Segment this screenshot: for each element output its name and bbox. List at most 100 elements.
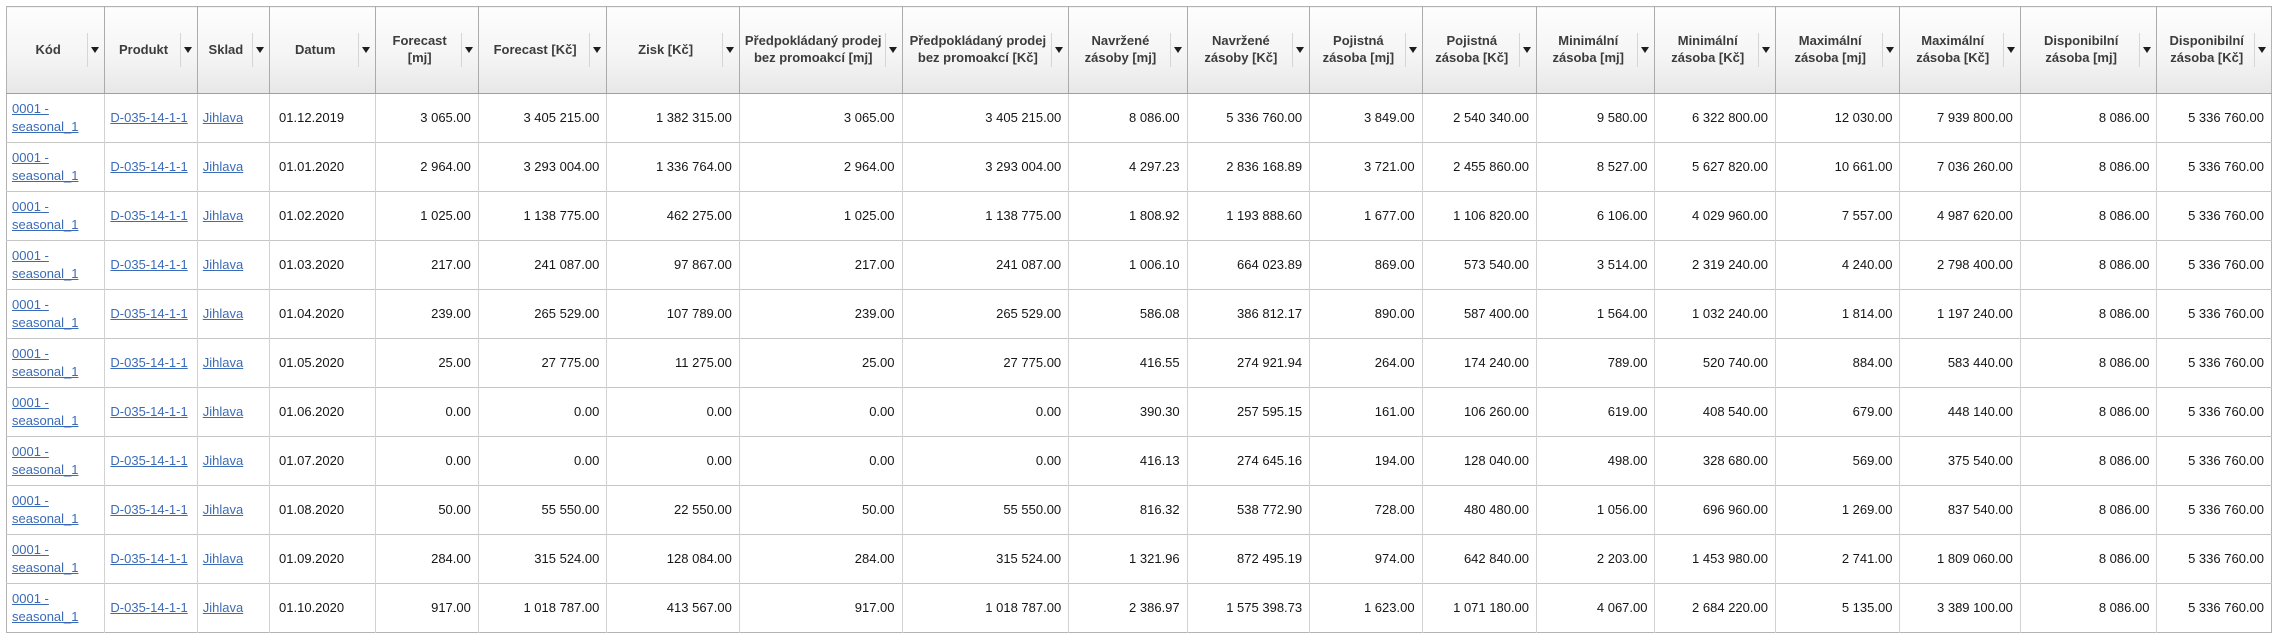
- filter-dropdown-icon[interactable]: [256, 47, 265, 53]
- filter-dropdown-icon[interactable]: [2143, 47, 2152, 53]
- kod-link[interactable]: 0001 - seasonal_1: [12, 395, 79, 428]
- cell-forecast-mj: 50.00: [375, 485, 479, 535]
- produkt-link[interactable]: D-035-14-1-1: [110, 404, 188, 420]
- column-label-pojistna-zasoba-mj: Pojistná zásoba [mj]: [1322, 33, 1395, 65]
- kod-link[interactable]: 0001 - seasonal_1: [12, 150, 79, 183]
- cell-maximalni-zasoba-mj: 4 240.00: [1774, 240, 1900, 290]
- sklad-link[interactable]: Jihlava: [202, 159, 244, 175]
- header-divider: [2139, 33, 2141, 67]
- produkt-link[interactable]: D-035-14-1-1: [110, 159, 188, 175]
- column-label-minimalni-zasoba-mj: Minimální zásoba [mj]: [1552, 33, 1624, 65]
- filter-dropdown-icon[interactable]: [725, 47, 734, 53]
- cell-zisk-kc: 0.00: [606, 436, 740, 486]
- produkt-link[interactable]: D-035-14-1-1: [110, 355, 188, 371]
- sklad-link[interactable]: Jihlava: [202, 110, 244, 126]
- sklad-link[interactable]: Jihlava: [202, 600, 244, 616]
- kod-link[interactable]: 0001 - seasonal_1: [12, 542, 79, 575]
- table-row: 0001 - seasonal_1 D-035-14-1-1 Jihlava 01.0…: [6, 142, 2272, 192]
- cell-navrzene-zasoby-mj: 586.08: [1068, 289, 1188, 339]
- filter-dropdown-icon[interactable]: [1886, 47, 1895, 53]
- produkt-link[interactable]: D-035-14-1-1: [110, 600, 188, 616]
- cell-disponibilni-zasoba-kc: 5 336 760.00: [2156, 534, 2272, 584]
- sklad-link[interactable]: Jihlava: [202, 208, 244, 224]
- header-divider: [1519, 33, 1521, 67]
- cell-disponibilni-zasoba-mj: 8 086.00: [2019, 583, 2157, 633]
- column-header-content: Předpokládaný prodej bez promoakcí [mj]: [742, 9, 900, 91]
- kod-link[interactable]: 0001 - seasonal_1: [12, 346, 79, 379]
- table-row: 0001 - seasonal_1 D-035-14-1-1 Jihlava 01.0…: [6, 436, 2272, 486]
- filter-dropdown-icon[interactable]: [91, 47, 100, 53]
- sklad-link[interactable]: Jihlava: [202, 453, 244, 469]
- cell-maximalni-zasoba-mj: 7 557.00: [1774, 191, 1900, 241]
- kod-link[interactable]: 0001 - seasonal_1: [12, 199, 79, 232]
- cell-maximalni-zasoba-kc: 2 798 400.00: [1899, 240, 2021, 290]
- produkt-link[interactable]: D-035-14-1-1: [110, 453, 188, 469]
- cell-predpokladany-prodej-kc: 27 775.00: [901, 338, 1069, 388]
- table-row: 0001 - seasonal_1 D-035-14-1-1 Jihlava 01.0…: [6, 240, 2272, 290]
- cell-navrzene-zasoby-mj: 1 006.10: [1068, 240, 1188, 290]
- cell-navrzene-zasoby-mj: 416.13: [1068, 436, 1188, 486]
- cell-disponibilni-zasoba-kc: 5 336 760.00: [2156, 142, 2272, 192]
- kod-link[interactable]: 0001 - seasonal_1: [12, 493, 79, 526]
- cell-disponibilni-zasoba-kc: 5 336 760.00: [2156, 485, 2272, 535]
- header-divider: [252, 33, 254, 67]
- produkt-link[interactable]: D-035-14-1-1: [110, 306, 188, 322]
- produkt-link[interactable]: D-035-14-1-1: [110, 208, 188, 224]
- cell-pojistna-zasoba-kc: 106 260.00: [1421, 387, 1537, 437]
- sklad-link[interactable]: Jihlava: [202, 355, 244, 371]
- column-header-maximalni-zasoba-mj: Maximální zásoba [mj]: [1774, 6, 1900, 94]
- cell-maximalni-zasoba-kc: 448 140.00: [1899, 387, 2021, 437]
- kod-link[interactable]: 0001 - seasonal_1: [12, 444, 79, 477]
- cell-predpokladany-prodej-mj: 3 065.00: [738, 93, 903, 143]
- filter-dropdown-icon[interactable]: [183, 47, 192, 53]
- cell-pojistna-zasoba-kc: 642 840.00: [1421, 534, 1537, 584]
- produkt-link[interactable]: D-035-14-1-1: [110, 502, 188, 518]
- filter-dropdown-icon[interactable]: [1173, 47, 1182, 53]
- cell-forecast-kc: 27 775.00: [477, 338, 607, 388]
- cell-zisk-kc: 0.00: [606, 387, 740, 437]
- cell-disponibilni-zasoba-mj: 8 086.00: [2019, 338, 2157, 388]
- cell-minimalni-zasoba-kc: 2 319 240.00: [1654, 240, 1776, 290]
- column-label-produkt: Produkt: [119, 41, 169, 57]
- sklad-link[interactable]: Jihlava: [202, 404, 244, 420]
- cell-minimalni-zasoba-mj: 9 580.00: [1536, 93, 1655, 143]
- column-header-predpokladany-prodej-kc: Předpokládaný prodej bez promoakcí [Kč]: [901, 6, 1069, 94]
- table-row: 0001 - seasonal_1 D-035-14-1-1 Jihlava 01.0…: [6, 191, 2272, 241]
- produkt-link[interactable]: D-035-14-1-1: [110, 257, 188, 273]
- filter-dropdown-icon[interactable]: [1055, 47, 1064, 53]
- produkt-link[interactable]: D-035-14-1-1: [110, 110, 188, 126]
- filter-dropdown-icon[interactable]: [1296, 47, 1305, 53]
- cell-maximalni-zasoba-mj: 1 269.00: [1774, 485, 1900, 535]
- table-row: 0001 - seasonal_1 D-035-14-1-1 Jihlava 01.1…: [6, 93, 2272, 143]
- filter-dropdown-icon[interactable]: [2006, 47, 2015, 53]
- filter-dropdown-icon[interactable]: [888, 47, 897, 53]
- filter-dropdown-icon[interactable]: [1523, 47, 1532, 53]
- filter-dropdown-icon[interactable]: [1408, 47, 1417, 53]
- cell-predpokladany-prodej-kc: 55 550.00: [901, 485, 1069, 535]
- kod-link[interactable]: 0001 - seasonal_1: [12, 248, 79, 281]
- filter-dropdown-icon[interactable]: [1761, 47, 1770, 53]
- sklad-link[interactable]: Jihlava: [202, 257, 244, 273]
- cell-minimalni-zasoba-kc: 520 740.00: [1654, 338, 1776, 388]
- sklad-link[interactable]: Jihlava: [202, 306, 244, 322]
- filter-dropdown-icon[interactable]: [362, 47, 371, 53]
- kod-link[interactable]: 0001 - seasonal_1: [12, 591, 79, 624]
- filter-dropdown-icon[interactable]: [464, 47, 473, 53]
- filter-dropdown-icon[interactable]: [593, 47, 602, 53]
- cell-zisk-kc: 11 275.00: [606, 338, 740, 388]
- cell-maximalni-zasoba-mj: 5 135.00: [1774, 583, 1900, 633]
- cell-maximalni-zasoba-kc: 375 540.00: [1899, 436, 2021, 486]
- kod-link[interactable]: 0001 - seasonal_1: [12, 101, 79, 134]
- filter-dropdown-icon[interactable]: [1641, 47, 1650, 53]
- sklad-link[interactable]: Jihlava: [202, 502, 244, 518]
- cell-predpokladany-prodej-kc: 241 087.00: [901, 240, 1069, 290]
- cell-maximalni-zasoba-mj: 884.00: [1774, 338, 1900, 388]
- cell-maximalni-zasoba-mj: 1 814.00: [1774, 289, 1900, 339]
- cell-produkt: D-035-14-1-1: [104, 485, 198, 535]
- kod-link[interactable]: 0001 - seasonal_1: [12, 297, 79, 330]
- cell-pojistna-zasoba-kc: 480 480.00: [1421, 485, 1537, 535]
- filter-dropdown-icon[interactable]: [2258, 47, 2266, 53]
- cell-zisk-kc: 107 789.00: [606, 289, 740, 339]
- sklad-link[interactable]: Jihlava: [202, 551, 244, 567]
- produkt-link[interactable]: D-035-14-1-1: [110, 551, 188, 567]
